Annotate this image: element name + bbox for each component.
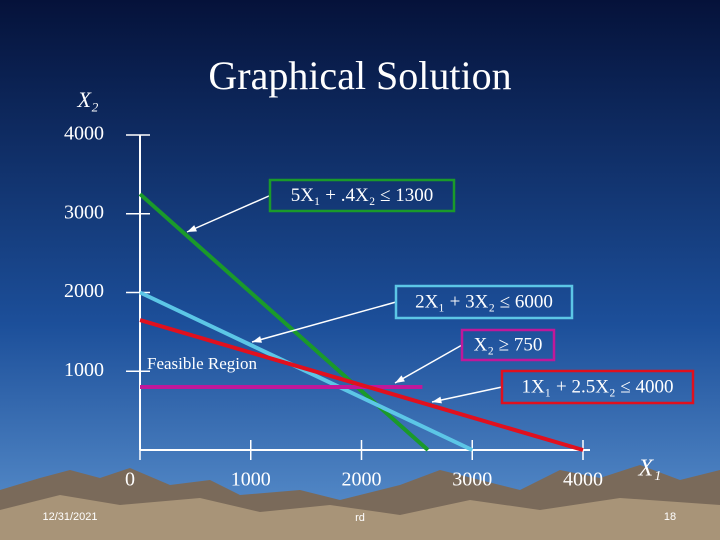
arrow [431,386,503,403]
constraint-box [500,369,695,405]
y-tick-label: 2000 [64,280,104,302]
arrow [251,301,397,343]
arrow [186,194,271,233]
constraint-box [394,284,574,320]
y-tick-label: 3000 [64,201,104,223]
x-tick-label: 2000 [342,469,382,491]
y-tick-label: 4000 [64,123,104,145]
constraint-line [139,318,584,452]
x-axis-label: X₁ [637,456,661,482]
constraint-label: X₂ ≥ 750 [474,334,543,355]
arrow-head [187,225,197,232]
constraint-label: 5X₁ + .4X₂ ≤ 1300 [291,185,434,206]
constraint-label: 2X₁ + 3X₂ ≤ 6000 [415,291,553,312]
x-tick-label: 1000 [231,469,271,491]
x-tick-label: 3000 [452,469,492,491]
y-tick-label: 1000 [64,359,104,381]
annotation: Feasible Region [147,354,258,373]
x-tick-label: 4000 [563,469,603,491]
foothills [0,495,720,540]
footer-page: 18 [664,511,676,523]
constraint-box [268,178,456,213]
arrow-head [395,375,405,383]
footer-author: rd [355,512,365,524]
y-axis-label: X₂ [76,87,98,112]
x-tick-label: 0 [125,469,135,491]
arrow-head [432,396,442,404]
constraint-box [460,328,556,362]
constraint-label: 1X₁ + 2.5X₂ ≤ 4000 [521,376,673,397]
footer-date: 12/31/2021 [42,511,97,523]
title: Graphical Solution [208,53,511,98]
arrow [394,344,463,384]
arrow-head [252,336,262,343]
constraint-line [139,290,474,452]
